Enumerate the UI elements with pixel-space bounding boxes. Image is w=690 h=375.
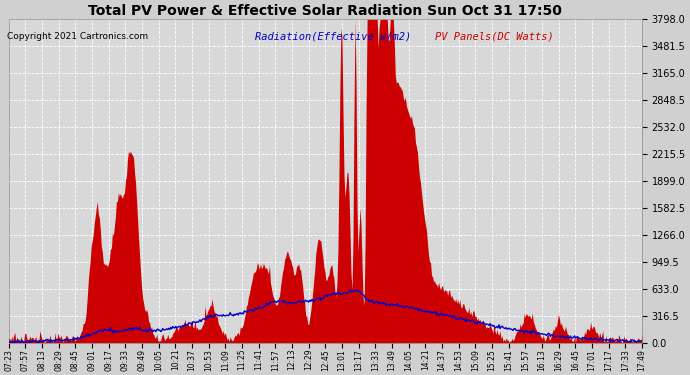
Text: PV Panels(DC Watts): PV Panels(DC Watts) [435,32,553,41]
Title: Total PV Power & Effective Solar Radiation Sun Oct 31 17:50: Total PV Power & Effective Solar Radiati… [88,4,562,18]
Text: Copyright 2021 Cartronics.com: Copyright 2021 Cartronics.com [7,32,148,41]
Text: Radiation(Effective w/m2): Radiation(Effective w/m2) [255,32,411,41]
